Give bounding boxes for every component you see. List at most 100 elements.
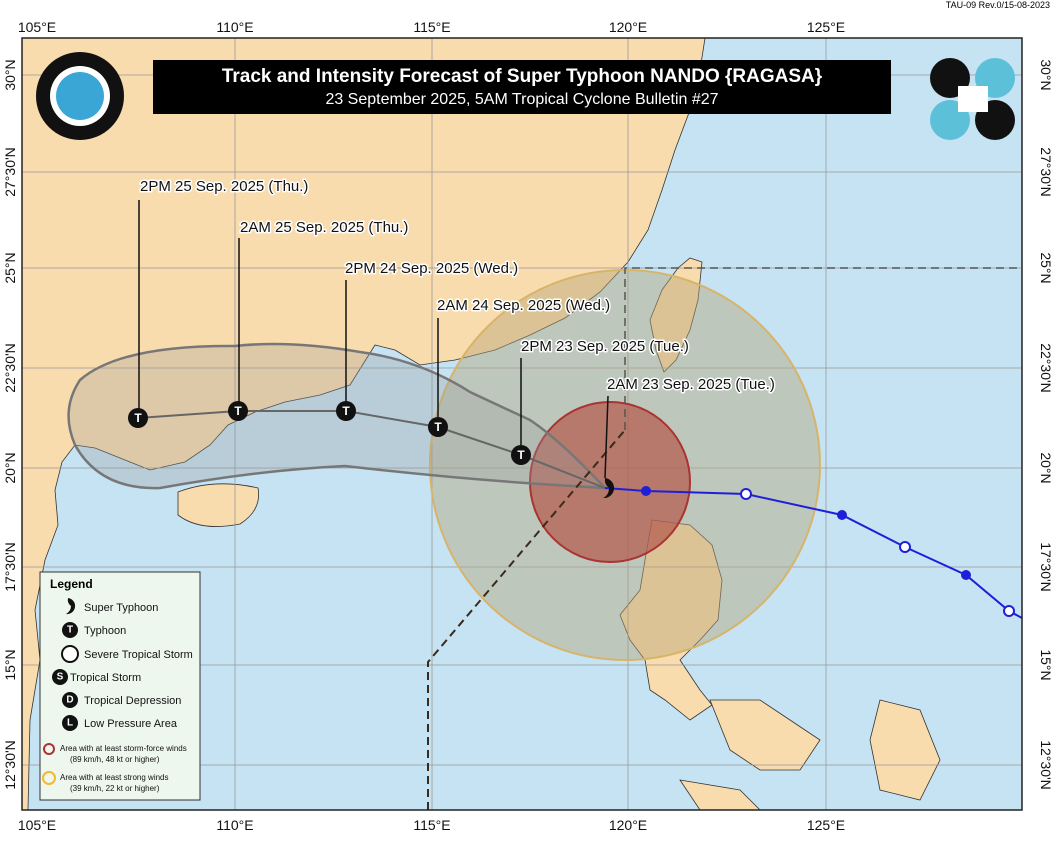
lat-label: 17°30'N [1038, 542, 1054, 592]
lon-label: 110°E [216, 19, 253, 35]
lat-label: 17°30'N [2, 542, 18, 592]
legend-label: Low Pressure Area [84, 718, 178, 730]
past-point [641, 486, 651, 496]
logo-part [958, 86, 988, 112]
lat-label: 22°30'N [2, 343, 18, 393]
past-point [740, 488, 752, 500]
forecast-label: 2PM 23 Sep. 2025 (Tue.) [521, 338, 689, 355]
lat-label: 15°N [2, 649, 18, 680]
typhoon-marker [428, 417, 448, 437]
past-track [604, 487, 1023, 619]
map-title: Track and Intensity Forecast of Super Ty… [222, 66, 823, 87]
legend-symbol: L [67, 718, 73, 729]
forecast-cone [67, 342, 609, 490]
lon-label: 125°E [807, 19, 845, 35]
lat-label: 22°30'N [1038, 343, 1054, 393]
legend-area-label: Area with at least storm-force winds [60, 744, 187, 753]
legend-icon [43, 743, 55, 755]
lon-label: 120°E [609, 817, 647, 833]
lon-label: 105°E [18, 817, 56, 833]
forecast-labels: 2AM 23 Sep. 2025 (Tue.) 2PM 23 Sep. 2025… [139, 177, 777, 395]
typhoon-marker [511, 445, 531, 465]
lon-label: 115°E [413, 19, 450, 35]
legend-label: Super Typhoon [84, 602, 158, 614]
legend-area-detail: (39 km/h, 22 kt or higher) [70, 784, 160, 793]
forecast-label: 2AM 23 Sep. 2025 (Tue.) [607, 376, 775, 393]
map-subtitle: 23 September 2025, 5AM Tropical Cyclone … [325, 91, 718, 108]
legend-symbol: D [66, 695, 73, 706]
lat-label: 12°30'N [2, 740, 18, 790]
forecast-label: 2PM 25 Sep. 2025 (Thu.) [140, 178, 308, 195]
par-line [427, 429, 626, 810]
forecast-label: 2AM 24 Sep. 2025 (Wed.) [437, 297, 610, 314]
legend-box [39, 571, 201, 801]
past-point [961, 570, 971, 580]
par-boundary [427, 267, 1022, 810]
longitude-labels: 105°E 110°E 115°E 120°E 125°E 105°E 110°… [18, 19, 845, 833]
legend-title: Legend [50, 577, 93, 591]
lon-label: 125°E [807, 817, 845, 833]
title-box: Track and Intensity Forecast of Super Ty… [153, 60, 891, 114]
latitude-labels: 30°N 30°N 27°30'N 27°30'N 25°N 25°N 22°30'N 22°… [2, 59, 1054, 789]
par-line [624, 267, 1022, 430]
pagasa-logo [36, 52, 124, 140]
forecast-label: 2PM 24 Sep. 2025 (Wed.) [345, 260, 518, 277]
marker-symbol: T [434, 420, 442, 434]
title-background [153, 60, 891, 114]
lat-label: 30°N [1038, 59, 1054, 90]
lat-label: 27°30'N [1038, 147, 1054, 197]
legend-icon [62, 692, 78, 708]
legend-symbol: T [67, 625, 73, 636]
forecast-label: 2AM 25 Sep. 2025 (Thu.) [240, 219, 408, 236]
legend-icon [62, 715, 78, 731]
lat-label: 20°N [2, 452, 18, 483]
legend-area-detail: (89 km/h, 48 kt or higher) [70, 755, 160, 764]
marker-symbol: T [234, 404, 242, 418]
legend-label: Tropical Depression [84, 695, 181, 707]
legend-icon [52, 669, 68, 685]
lat-label: 25°N [2, 252, 18, 283]
legend-icon [62, 622, 78, 638]
lat-label: 25°N [1038, 252, 1054, 283]
legend-area-label: Area with at least strong winds [60, 773, 169, 782]
lat-label: 27°30'N [2, 147, 18, 197]
forecast-track [137, 410, 606, 489]
doc-code: TAU-09 Rev.0/15-08-2023 [946, 0, 1050, 10]
lon-label: 120°E [609, 19, 647, 35]
marker-symbol: T [517, 448, 525, 462]
lat-label: 15°N [1038, 649, 1054, 680]
past-point [837, 510, 847, 520]
logo-center [56, 72, 104, 120]
lon-label: 105°E [18, 19, 56, 35]
typhoon-marker [228, 401, 248, 421]
lon-label: 115°E [413, 817, 450, 833]
legend: Legend Super Typhoon T Typhoon Severe Tr… [39, 571, 201, 801]
taiwan [649, 257, 703, 373]
legend-label: Severe Tropical Storm [84, 649, 193, 661]
label-leaders [138, 200, 609, 479]
map-frame [21, 37, 1023, 811]
past-point [1003, 605, 1015, 617]
past-positions [641, 486, 1015, 617]
legend-symbol: S [57, 672, 64, 683]
legend-icon [61, 645, 79, 663]
map: T T T T T 2AM 23 Sep. 2025 (Tue.) 2PM 23… [21, 37, 1023, 811]
legend-icon [42, 771, 56, 785]
lat-label: 12°30'N [1038, 740, 1054, 790]
typhoon-marker [128, 408, 148, 428]
typhoon-marker [336, 401, 356, 421]
luzon [619, 519, 723, 721]
marker-symbol: T [134, 411, 142, 425]
legend-label: Typhoon [84, 625, 126, 637]
super-typhoon-symbol [603, 478, 615, 499]
lat-label: 30°N [2, 59, 18, 90]
leader-line [604, 395, 609, 479]
lat-label: 20°N [1038, 452, 1054, 483]
marker-symbol: T [342, 404, 350, 418]
lon-label: 110°E [216, 817, 253, 833]
legend-label: Tropical Storm [70, 672, 141, 684]
past-point [899, 541, 911, 553]
mainland [21, 37, 706, 811]
forecast-markers: T T T T T [128, 401, 531, 465]
